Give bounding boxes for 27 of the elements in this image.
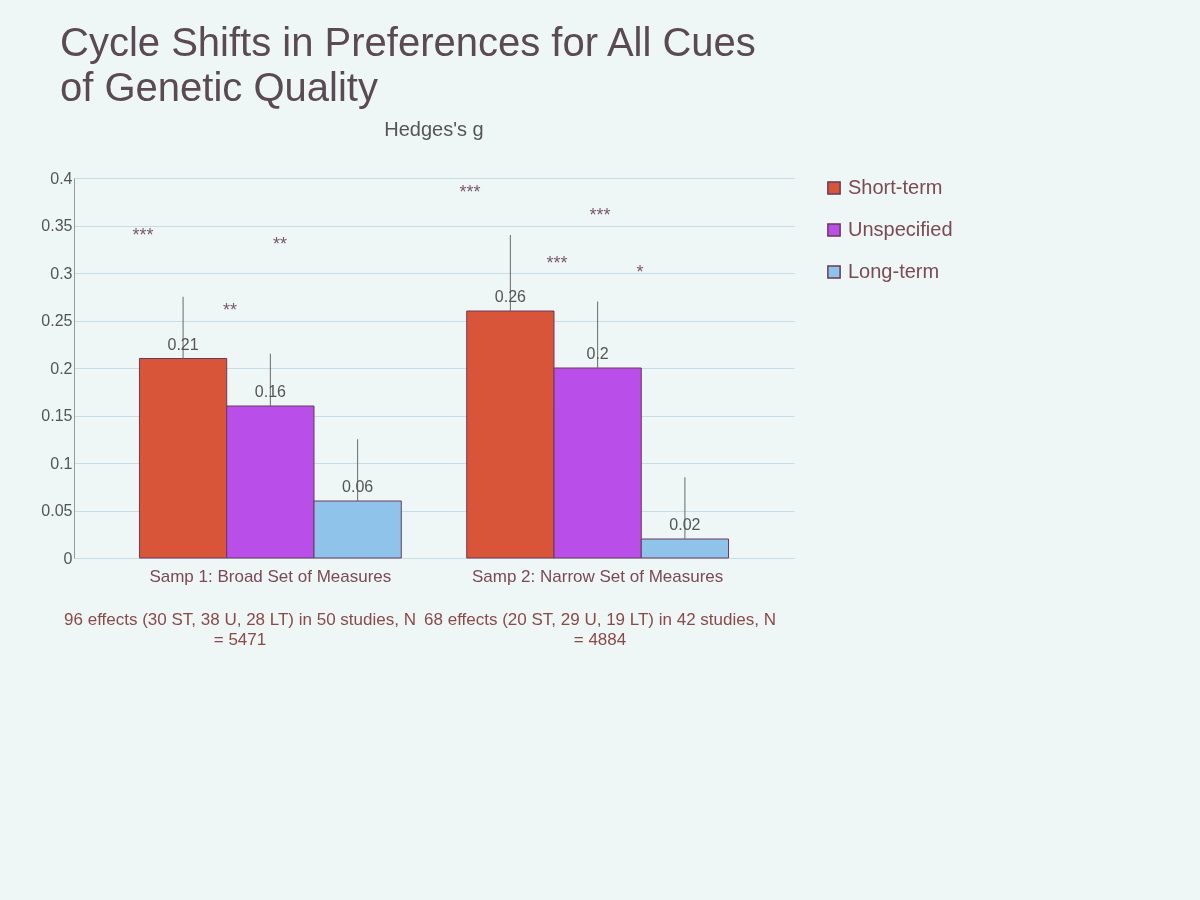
y-tick-label: 0.2 (50, 359, 73, 377)
chart-subtitle: Hedges's g (384, 118, 484, 140)
annotation: ** (222, 299, 238, 321)
y-tick-label: 0.4 (50, 169, 73, 187)
x-tick-label: Samp 1: Broad Set of Measures (149, 566, 392, 586)
data-label: 0.02 (669, 516, 701, 533)
y-tick-label: 0.35 (41, 217, 73, 234)
y-tick-label: 0.15 (41, 407, 73, 424)
annotation: *** (589, 204, 611, 226)
legend-label: Unspecified (848, 218, 953, 240)
y-tick-label: 0.25 (41, 312, 73, 329)
annotation: *** (546, 252, 568, 274)
chart-title: Cycle Shifts in Preferences for All Cues of Genetic Quality (59, 19, 757, 110)
annotation: *** (459, 181, 481, 203)
data-label: 0.21 (167, 335, 199, 353)
y-tick-label: 0.05 (41, 502, 73, 519)
y-tick-label: 0.3 (50, 264, 73, 282)
annotation: * (636, 261, 644, 283)
text: 96 effects (30 ST, 38 U, 28 LT) in 50 studies, N = 5471 (63, 610, 417, 650)
text: 68 effects (20 ST, 29 U, 19 LT) in 42 studies, N = 4884 (423, 610, 777, 650)
legend-label: Short-term (848, 176, 943, 198)
annotation: ** (272, 233, 288, 255)
y-tick-label: 0.1 (50, 454, 73, 472)
y-tick-label: 0 (63, 549, 73, 567)
x-tick-label: Samp 2: Narrow Set of Measures (471, 566, 724, 586)
legend-label: Long-term (848, 260, 940, 282)
annotation: *** (132, 224, 154, 246)
